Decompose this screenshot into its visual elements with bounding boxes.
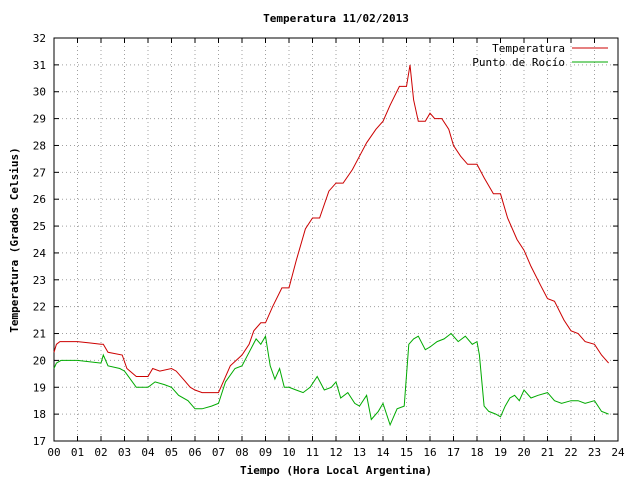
x-tick-label: 11	[306, 446, 319, 459]
x-tick-label: 04	[141, 446, 155, 459]
axis-ticks: 00 01 02 03 04 05 06 07 08 09 10 11 12 13 14 15 16 17 18 19…	[33, 32, 625, 459]
x-tick-label: 24	[611, 446, 625, 459]
y-tick-label: 20	[33, 354, 46, 367]
legend-label-punto-de-rocio: Punto de Rocío	[472, 56, 565, 69]
y-tick-label: 21	[33, 328, 46, 341]
x-tick-label: 17	[447, 446, 460, 459]
series-line-punto-de-rocio	[53, 332, 609, 427]
x-tick-label: 10	[282, 446, 295, 459]
x-tick-label: 09	[259, 446, 272, 459]
y-tick-label: 23	[33, 274, 46, 287]
y-tick-label: 26	[33, 193, 46, 206]
x-tick-label: 12	[329, 446, 342, 459]
y-tick-label: 31	[33, 59, 46, 72]
y-tick-label: 22	[33, 301, 46, 314]
x-tick-label: 23	[588, 446, 601, 459]
legend: Temperatura Punto de Rocío	[472, 42, 608, 69]
x-tick-label: 21	[541, 446, 554, 459]
y-tick-label: 27	[33, 166, 46, 179]
chart-title: Temperatura 11/02/2013	[263, 12, 409, 25]
y-tick-label: 25	[33, 220, 46, 233]
x-tick-label: 22	[564, 446, 577, 459]
series-line-temperatura	[53, 64, 609, 394]
y-tick-label: 18	[33, 408, 46, 421]
x-tick-label: 13	[353, 446, 366, 459]
y-tick-label: 30	[33, 86, 46, 99]
y-tick-label: 17	[33, 435, 46, 448]
y-tick-label: 24	[33, 247, 47, 260]
x-tick-label: 15	[400, 446, 413, 459]
x-tick-label: 18	[470, 446, 483, 459]
x-tick-label: 19	[494, 446, 507, 459]
y-tick-label: 29	[33, 113, 46, 126]
x-tick-label: 08	[235, 446, 248, 459]
x-tick-label: 05	[165, 446, 178, 459]
y-tick-label: 32	[33, 32, 46, 45]
x-tick-label: 06	[188, 446, 201, 459]
x-tick-label: 07	[212, 446, 225, 459]
x-axis-title: Tiempo (Hora Local Argentina)	[240, 464, 432, 477]
y-axis-title: Temperatura (Grados Celsius)	[8, 147, 21, 332]
x-tick-label: 01	[71, 446, 84, 459]
x-tick-label: 00	[47, 446, 60, 459]
x-tick-label: 20	[517, 446, 530, 459]
x-tick-label: 02	[94, 446, 107, 459]
y-tick-label: 28	[33, 139, 46, 152]
series-layer	[53, 64, 609, 427]
x-tick-label: 03	[118, 446, 131, 459]
legend-label-temperatura: Temperatura	[492, 42, 565, 55]
x-tick-label: 14	[376, 446, 390, 459]
x-tick-label: 16	[423, 446, 436, 459]
y-tick-label: 19	[33, 381, 46, 394]
